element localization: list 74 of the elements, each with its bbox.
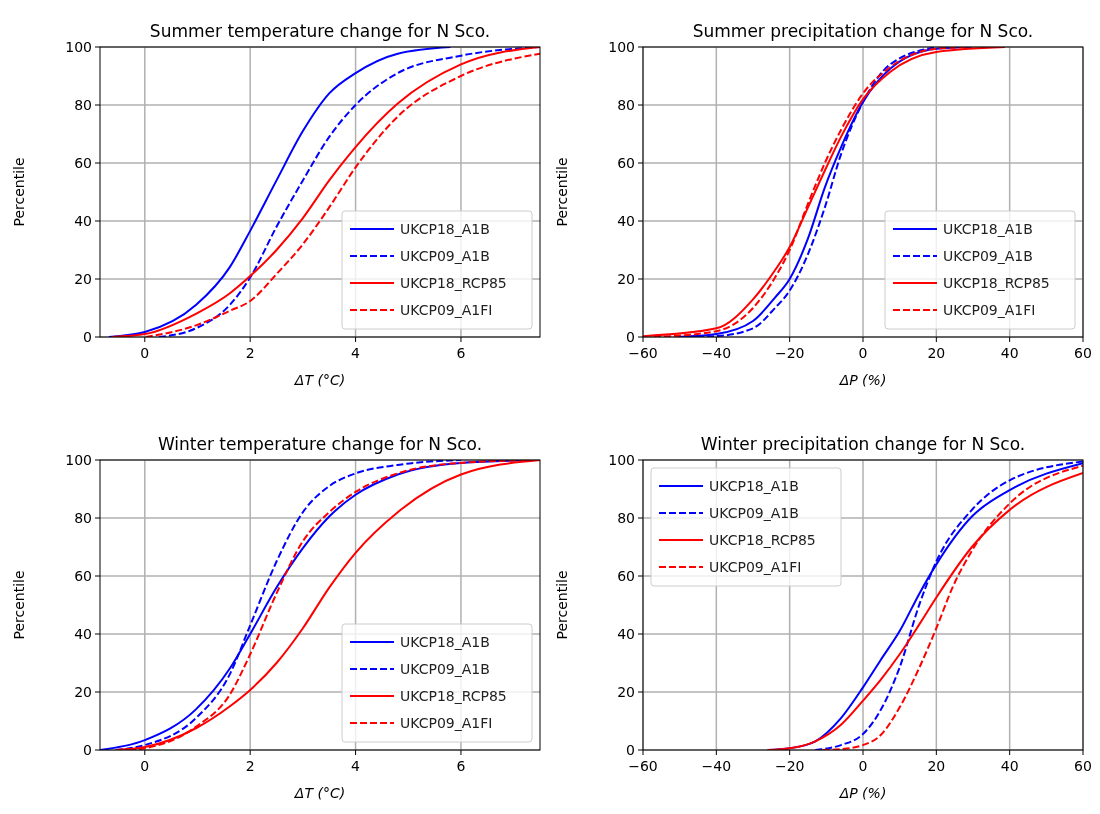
y-tick-label: 40 [74, 626, 92, 642]
legend-label: UKCP18_A1B [400, 634, 490, 650]
x-tick-label: −20 [774, 345, 805, 361]
x-tick-label: −40 [701, 758, 732, 774]
y-axis-title: Percentile [11, 157, 27, 227]
legend-label: UKCP09_A1B [943, 248, 1033, 264]
x-tick-label: 2 [245, 758, 255, 774]
y-tick-label: 80 [74, 510, 92, 526]
y-tick-label: 40 [617, 626, 635, 642]
y-tick-label: 60 [617, 155, 635, 171]
y-axis-title: Percentile [554, 157, 570, 227]
x-axis-title: ΔP (%) [838, 372, 887, 388]
legend-label: UKCP18_A1B [400, 221, 490, 237]
y-tick-label: 100 [65, 39, 92, 55]
x-tick-label: 20 [927, 345, 946, 361]
chart-title: Summer precipitation change for N Sco. [692, 21, 1034, 41]
legend-label: UKCP09_A1FI [709, 559, 802, 575]
legend-label: UKCP18_RCP85 [709, 532, 816, 548]
x-axis-title: ΔT (°C) [293, 372, 346, 388]
y-tick-label: 40 [617, 213, 635, 229]
x-tick-label: 6 [456, 345, 466, 361]
legend-label: UKCP09_A1FI [400, 715, 493, 731]
y-tick-label: 20 [617, 271, 635, 287]
x-tick-label: 0 [140, 345, 150, 361]
y-tick-label: 20 [74, 684, 92, 700]
legend-label: UKCP09_A1FI [943, 302, 1036, 318]
chart-title: Summer temperature change for N Sco. [149, 21, 491, 41]
x-tick-label: 6 [456, 758, 466, 774]
y-tick-label: 20 [617, 684, 635, 700]
x-tick-label: 0 [858, 345, 868, 361]
x-tick-label: −40 [701, 345, 732, 361]
y-tick-label: 80 [617, 510, 635, 526]
chart-title: Winter precipitation change for N Sco. [700, 434, 1026, 454]
y-tick-label: 100 [65, 452, 92, 468]
x-tick-label: −20 [774, 758, 805, 774]
y-axis-title: Percentile [11, 570, 27, 640]
y-axis-title: Percentile [554, 570, 570, 640]
x-tick-label: −60 [628, 758, 658, 774]
y-tick-label: 100 [608, 39, 635, 55]
legend-label: UKCP09_A1B [709, 505, 799, 521]
legend-label: UKCP09_A1B [400, 248, 490, 264]
x-axis-title: ΔP (%) [838, 785, 887, 801]
y-tick-label: 80 [74, 97, 92, 113]
x-tick-label: 0 [858, 758, 868, 774]
x-tick-label: 40 [1000, 758, 1019, 774]
y-tick-label: 60 [74, 568, 92, 584]
x-tick-label: 0 [140, 758, 150, 774]
y-tick-label: 60 [617, 568, 635, 584]
x-tick-label: 4 [351, 345, 361, 361]
y-tick-label: 80 [617, 97, 635, 113]
y-tick-label: 0 [83, 329, 92, 345]
x-tick-label: 60 [1074, 345, 1092, 361]
y-tick-label: 0 [626, 742, 635, 758]
y-tick-label: 40 [74, 213, 92, 229]
legend-label: UKCP09_A1FI [400, 302, 493, 318]
x-tick-label: 4 [351, 758, 361, 774]
legend-label: UKCP18_RCP85 [400, 275, 507, 291]
x-tick-label: 60 [1074, 758, 1092, 774]
y-tick-label: 60 [74, 155, 92, 171]
legend-label: UKCP18_RCP85 [400, 688, 507, 704]
x-tick-label: −60 [628, 345, 658, 361]
y-tick-label: 100 [608, 452, 635, 468]
chart-title: Winter temperature change for N Sco. [157, 434, 483, 454]
x-tick-label: 2 [245, 345, 255, 361]
x-axis-title: ΔT (°C) [293, 785, 346, 801]
y-tick-label: 0 [626, 329, 635, 345]
legend-label: UKCP09_A1B [400, 661, 490, 677]
legend-label: UKCP18_A1B [943, 221, 1033, 237]
legend-label: UKCP18_A1B [709, 478, 799, 494]
legend-label: UKCP18_RCP85 [943, 275, 1050, 291]
x-tick-label: 20 [927, 758, 946, 774]
y-tick-label: 20 [74, 271, 92, 287]
x-tick-label: 40 [1000, 345, 1019, 361]
y-tick-label: 0 [83, 742, 92, 758]
